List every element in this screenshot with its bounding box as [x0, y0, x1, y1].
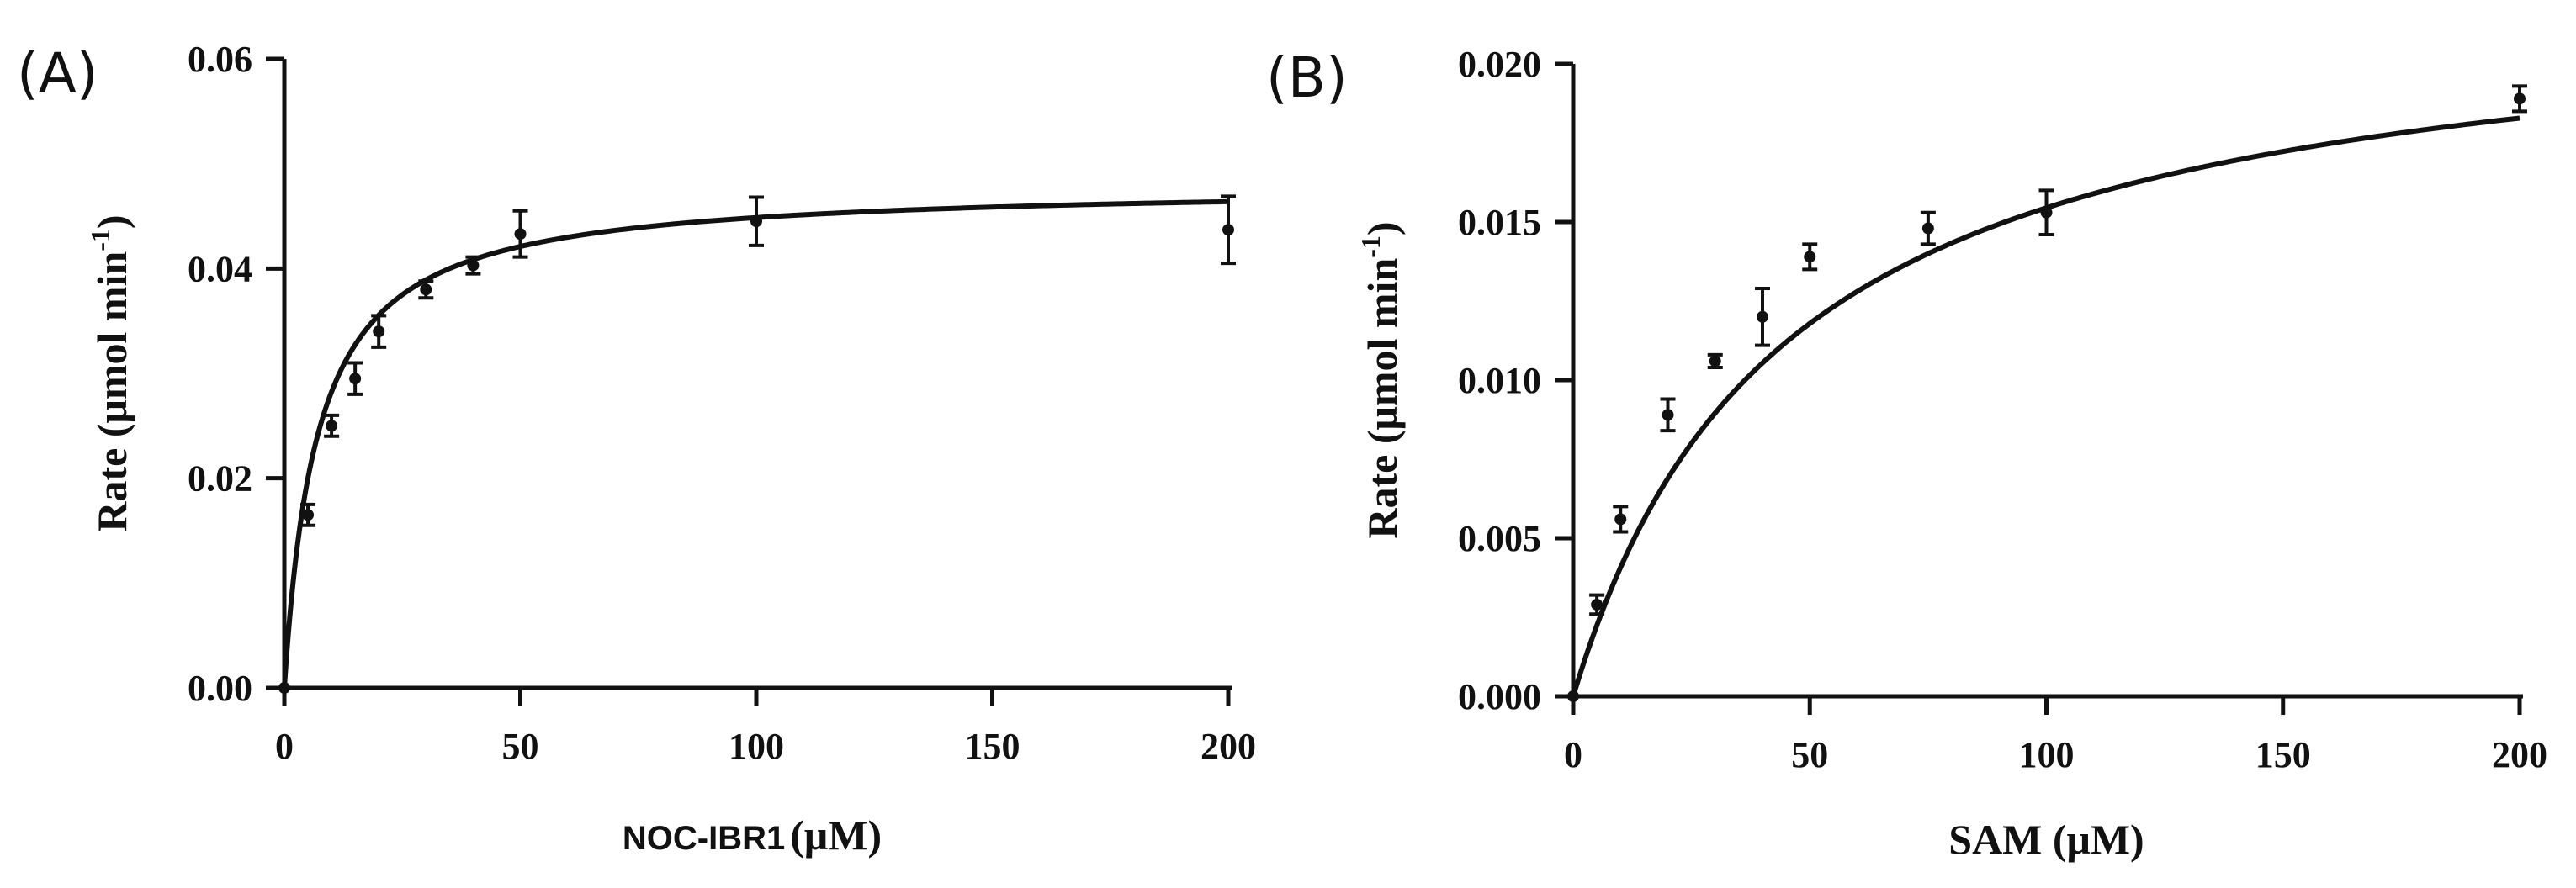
- y-tick-label: 0.015: [1458, 202, 1541, 243]
- data-point: [373, 325, 385, 338]
- data-point: [1567, 690, 1579, 702]
- x-tick-label: 150: [965, 726, 1020, 767]
- y-axis-title-close: ): [1359, 221, 1406, 235]
- data-point: [750, 215, 762, 228]
- x-tick-label: 0: [275, 726, 294, 767]
- fit-curve: [282, 198, 1229, 689]
- x-tick-label: 200: [2492, 734, 2547, 775]
- y-tick-label: 0.020: [1458, 44, 1541, 85]
- y-tick-label: 0.00: [188, 668, 252, 709]
- x-tick-label: 50: [1791, 734, 1828, 775]
- data-point: [349, 373, 362, 385]
- x-axis-title: SAM (μM): [1948, 816, 2144, 863]
- y-axis-title-sup: -1: [85, 229, 115, 251]
- x-tick-label: 200: [1201, 726, 1256, 767]
- data-point: [1591, 598, 1603, 610]
- y-axis-title: Rate (μmol min-1): [85, 214, 135, 531]
- y-tick-label: 0.010: [1458, 360, 1541, 401]
- fit-curve: [1571, 115, 2520, 697]
- data-point: [514, 228, 527, 240]
- x-axis-title: NOC-IBR1 (μM): [623, 811, 882, 859]
- y-axis-title: Rate (μmol min-1): [1355, 221, 1406, 538]
- panel-b: (B) 0.000 0.005 0.010 0.015 0.020 0 50 100 150 200…: [1266, 44, 2547, 863]
- y-axis-title-sup: -1: [1355, 235, 1386, 258]
- panel-a: (A) 0.00 0.02 0.04 0.06 0 50 100 150 200 NOC-IBR1(…: [17, 39, 1256, 859]
- x-tick-label: 0: [1564, 734, 1582, 775]
- x-tick-label: 100: [2019, 734, 2075, 775]
- data-point: [1662, 409, 1674, 421]
- data-point: [420, 283, 432, 296]
- data-point: [302, 509, 315, 521]
- x-axis-title-name: NOC-IBR1: [623, 820, 785, 857]
- data-point: [1804, 251, 1816, 263]
- panel-label: (A): [17, 41, 98, 106]
- y-tick-label: 0.06: [188, 39, 252, 80]
- data-point: [1614, 513, 1627, 526]
- data-point: [1709, 355, 1721, 367]
- data-point: [326, 420, 338, 432]
- y-tick-label: 0.005: [1458, 518, 1541, 559]
- y-tick-label: 0.04: [188, 248, 252, 289]
- data-point: [1757, 310, 1768, 323]
- data-point: [278, 682, 290, 694]
- data-point: [1222, 224, 1234, 236]
- data-point: [2514, 92, 2526, 105]
- x-axis-title-unit: (μM): [790, 811, 882, 859]
- panel-label: (B): [1266, 45, 1348, 110]
- y-axis-title-close: ): [88, 214, 135, 229]
- x-tick-label: 150: [2255, 734, 2311, 775]
- data-point: [1921, 222, 1934, 235]
- y-axis-title-main: Rate (μmol min: [1359, 258, 1406, 539]
- data-point: [467, 259, 480, 272]
- y-tick-label: 0.000: [1458, 676, 1541, 717]
- x-tick-label: 50: [502, 726, 539, 767]
- y-tick-label: 0.02: [188, 458, 252, 500]
- y-axis-title-main: Rate (μmol min: [88, 251, 135, 532]
- x-tick-label: 100: [729, 726, 784, 767]
- data-point: [2040, 206, 2053, 219]
